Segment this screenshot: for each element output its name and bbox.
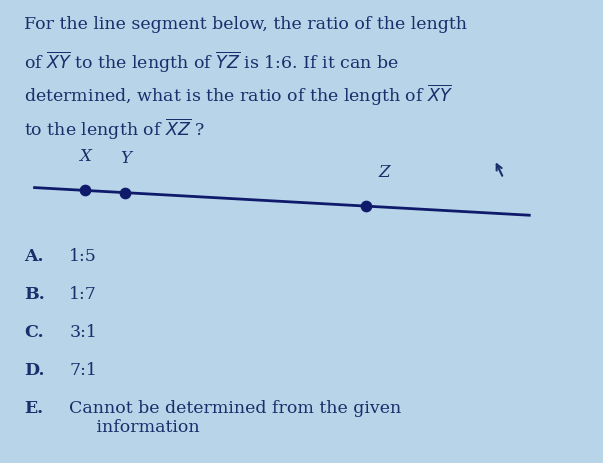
Text: X: X	[80, 148, 91, 165]
Text: D.: D.	[24, 362, 45, 379]
Text: C.: C.	[24, 324, 44, 341]
Text: 1:7: 1:7	[69, 286, 97, 303]
Text: E.: E.	[24, 400, 43, 417]
Text: of $\overline{XY}$ to the length of $\overline{YZ}$ is 1:6. If it can be: of $\overline{XY}$ to the length of $\ov…	[24, 50, 399, 75]
Text: For the line segment below, the ratio of the length: For the line segment below, the ratio of…	[24, 16, 467, 33]
Point	[81, 187, 90, 194]
Text: determined, what is the ratio of the length of $\overline{XY}$: determined, what is the ratio of the len…	[24, 83, 453, 108]
Text: A.: A.	[24, 248, 43, 265]
Text: 1:5: 1:5	[69, 248, 97, 265]
Text: Y: Y	[120, 150, 131, 167]
Text: 3:1: 3:1	[69, 324, 97, 341]
Text: to the length of $\overline{XZ}$ ?: to the length of $\overline{XZ}$ ?	[24, 116, 205, 142]
Point	[362, 202, 371, 210]
Text: Cannot be determined from the given
     information: Cannot be determined from the given info…	[69, 400, 402, 436]
Point	[121, 189, 130, 196]
Text: Z: Z	[379, 163, 390, 181]
Text: B.: B.	[24, 286, 45, 303]
Text: 7:1: 7:1	[69, 362, 97, 379]
